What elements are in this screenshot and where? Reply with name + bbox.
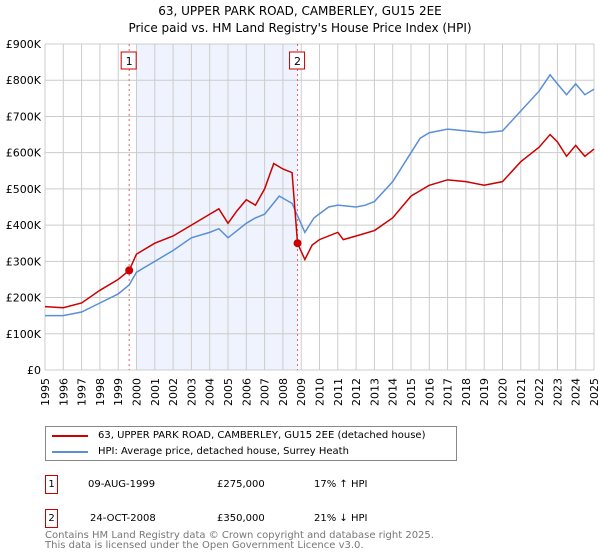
y-tick-label: £200K — [6, 292, 42, 305]
x-tick-label: 2007 — [259, 378, 272, 406]
chart-title: 63, UPPER PARK ROAD, CAMBERLEY, GU15 2EE — [158, 4, 442, 18]
x-tick-label: 2000 — [131, 378, 144, 406]
x-tick-label: 2018 — [460, 378, 473, 406]
y-tick-label: £100K — [6, 328, 42, 341]
sale-row: 1 09-AUG-1999 £275,000 17% ↑ HPI — [45, 475, 367, 494]
x-tick-label: 2014 — [387, 378, 400, 406]
x-tick-label: 2008 — [277, 378, 290, 406]
x-tick-label: 2016 — [423, 378, 436, 406]
x-tick-label: 2020 — [497, 378, 510, 406]
x-tick-label: 2010 — [314, 378, 327, 406]
sale-label-box — [289, 51, 306, 70]
x-tick-label: 2021 — [515, 378, 528, 406]
chart-subtitle: Price paid vs. HM Land Registry's House … — [128, 21, 472, 35]
x-tick-label: 2019 — [478, 378, 491, 406]
y-tick-label: £800K — [6, 74, 42, 87]
sale-price: £350,000 — [217, 513, 265, 524]
x-tick-label: 2025 — [588, 378, 600, 406]
x-tick-label: 2012 — [350, 378, 363, 406]
x-tick-label: 2013 — [368, 378, 381, 406]
series-line — [44, 133, 595, 309]
legend-item-hpi: HPI: Average price, detached house, Surr… — [52, 446, 349, 457]
blue-line-swatch — [52, 450, 88, 453]
sale-marker-box: 2 — [45, 509, 58, 528]
y-tick-label: £0 — [27, 364, 41, 377]
footer-licence: This data is licensed under the Open Gov… — [45, 540, 364, 551]
sale-point — [293, 239, 302, 248]
series-line — [45, 73, 595, 317]
y-tick-label: £700K — [6, 110, 42, 123]
y-tick-label: £900K — [6, 38, 42, 51]
sale-marker-box: 1 — [45, 475, 58, 494]
red-line-swatch — [52, 434, 88, 437]
sale-hpi: 17% ↑ HPI — [314, 479, 368, 490]
legend-label: 63, UPPER PARK ROAD, CAMBERLEY, GU15 2EE… — [98, 430, 426, 441]
sale-label-box — [120, 51, 137, 70]
shaded-period — [136, 44, 298, 370]
x-tick-label: 2022 — [533, 378, 546, 406]
x-tick-label: 2024 — [570, 378, 583, 406]
sale-hpi: 21% ↓ HPI — [314, 513, 368, 524]
x-tick-label: 2023 — [551, 378, 564, 406]
x-tick-label: 2011 — [332, 378, 345, 406]
x-tick-label: 2017 — [442, 378, 455, 406]
x-tick-label: 1998 — [94, 378, 107, 406]
footer-copyright: Contains HM Land Registry data © Crown c… — [45, 530, 434, 541]
y-tick-label: £600K — [6, 147, 42, 160]
sale-price: £275,000 — [217, 479, 265, 490]
x-tick-label: 2005 — [222, 378, 235, 406]
legend-item-property: 63, UPPER PARK ROAD, CAMBERLEY, GU15 2EE… — [52, 430, 425, 441]
x-tick-label: 2004 — [204, 378, 217, 406]
sale-label: 1 — [126, 55, 133, 68]
x-tick-label: 2001 — [149, 378, 162, 406]
x-tick-label: 2002 — [167, 378, 180, 406]
y-tick-label: £400K — [6, 219, 42, 232]
x-tick-label: 1996 — [57, 378, 70, 406]
legend-label: HPI: Average price, detached house, Surr… — [98, 446, 349, 457]
x-tick-label: 2015 — [405, 378, 418, 406]
y-tick-label: £300K — [6, 255, 42, 268]
sale-label: 2 — [294, 55, 301, 68]
y-tick-label: £500K — [6, 183, 42, 196]
sale-row: 2 24-OCT-2008 £350,000 21% ↓ HPI — [45, 509, 367, 528]
x-tick-label: 2006 — [240, 378, 253, 406]
sale-point — [125, 266, 134, 275]
x-tick-label: 1995 — [39, 378, 52, 406]
sale-date: 24-OCT-2008 — [90, 513, 156, 524]
x-tick-label: 1999 — [112, 378, 125, 406]
legend: 63, UPPER PARK ROAD, CAMBERLEY, GU15 2EE… — [45, 426, 457, 461]
x-tick-label: 1997 — [76, 378, 89, 406]
x-tick-label: 2003 — [185, 378, 198, 406]
x-tick-label: 2009 — [295, 378, 308, 406]
sale-date: 09-AUG-1999 — [88, 479, 156, 490]
price-chart: £0 £100K £200K £300K £400K £500K £600K £700K £80… — [6, 38, 600, 406]
